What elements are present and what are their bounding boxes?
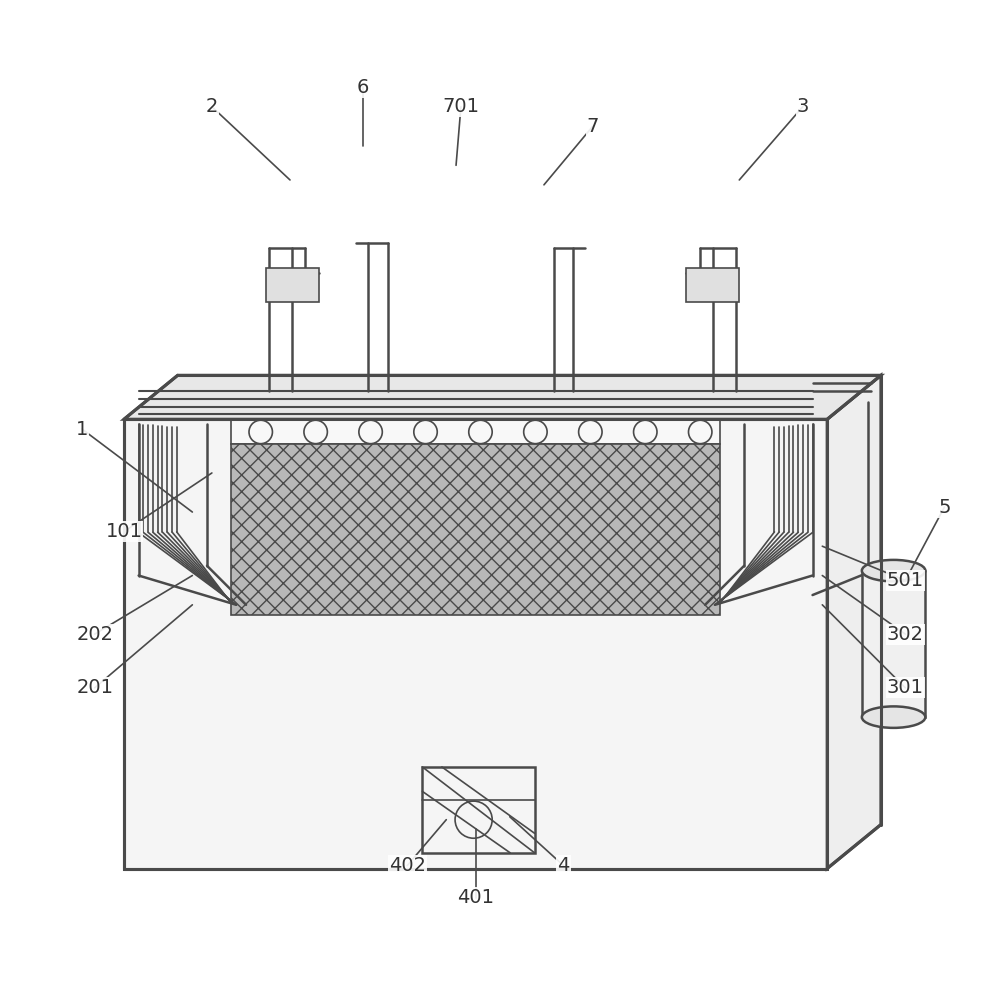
Bar	[862, 570, 925, 717]
Ellipse shape	[862, 559, 925, 581]
Bar	[231, 443, 720, 615]
Text: 301: 301	[887, 679, 924, 697]
Text: 4: 4	[557, 856, 570, 875]
Text: 7: 7	[587, 117, 599, 136]
Text: 701: 701	[442, 98, 479, 116]
Bar	[124, 420, 827, 869]
Ellipse shape	[862, 706, 925, 728]
Bar	[231, 420, 720, 443]
Text: 402: 402	[389, 856, 426, 875]
Bar	[266, 268, 319, 302]
Text: 501: 501	[887, 571, 924, 590]
Text: 201: 201	[76, 679, 113, 697]
Text: 302: 302	[887, 624, 924, 643]
Text: 401: 401	[457, 888, 494, 907]
Polygon shape	[124, 375, 881, 420]
Bar	[686, 268, 739, 302]
Text: 2: 2	[206, 98, 218, 116]
Polygon shape	[827, 375, 881, 869]
Text: 202: 202	[76, 624, 113, 643]
Text: 1: 1	[76, 420, 88, 438]
Text: 6: 6	[357, 78, 369, 97]
Bar	[422, 767, 535, 853]
Text: 101: 101	[105, 522, 142, 541]
Text: 5: 5	[938, 497, 951, 517]
Text: 3: 3	[797, 98, 809, 116]
